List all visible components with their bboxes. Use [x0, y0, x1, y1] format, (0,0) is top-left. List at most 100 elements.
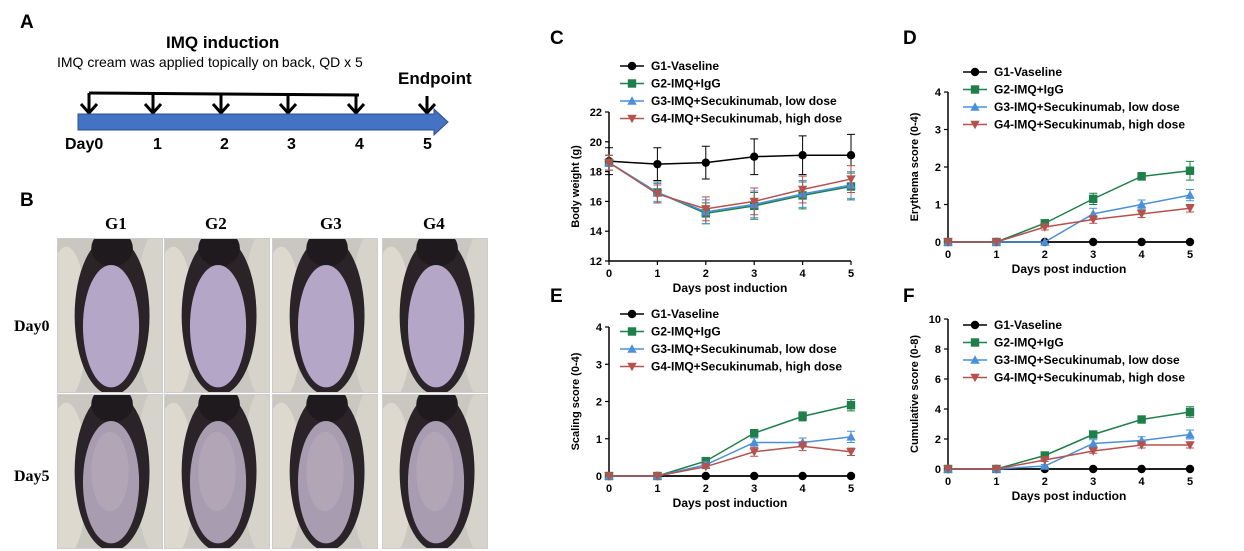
timeline-title: IMQ induction: [166, 33, 280, 52]
legend-label: G2-IMQ+IgG: [651, 325, 721, 339]
legend-item: G3-IMQ+Secukinumab, low dose: [963, 100, 1180, 114]
y-tick-label: 3: [935, 125, 941, 137]
legend-item: G3-IMQ+Secukinumab, low dose: [620, 94, 837, 108]
data-point: [1089, 464, 1098, 474]
timeline-day-4: 4: [355, 136, 364, 153]
y-tick-label: 8: [935, 344, 941, 356]
dosing-arrows: [79, 93, 437, 116]
data-point: [798, 151, 807, 160]
legend-item: G2-IMQ+IgG: [620, 325, 721, 339]
data-point: [1185, 166, 1195, 175]
legend-marker: [970, 85, 980, 94]
data-point: [991, 465, 1002, 474]
x-tick-label: 3: [1090, 476, 1096, 488]
chart-f-axes: [947, 319, 1190, 470]
group-label-g4: G4: [423, 214, 445, 233]
row-label-day5: Day5: [14, 468, 50, 485]
chart-e: 0 1 2 3 4 0 1 2 3 4 5 Days post induction Scaling sc…: [570, 307, 856, 510]
legend-label: G4-IMQ+Secukinumab, high dose: [994, 118, 1185, 132]
x-tick-label: 0: [606, 483, 612, 495]
legend-marker: [970, 373, 980, 383]
legend-marker: [970, 338, 980, 347]
endpoint-label: Endpoint: [398, 69, 472, 88]
legend-label: G3-IMQ+Secukinumab, low dose: [994, 100, 1180, 114]
y-tick-label: 20: [590, 137, 602, 149]
series-4: [604, 441, 856, 481]
data-point: [652, 472, 663, 481]
data-point: [943, 238, 953, 247]
timeline-day-3: 3: [287, 136, 296, 153]
data-point: [797, 185, 808, 195]
legend-marker: [970, 320, 980, 330]
legend-label: G2-IMQ+IgG: [994, 83, 1064, 97]
x-tick-label: 5: [848, 268, 854, 280]
x-tick-label: 3: [751, 268, 757, 280]
series-line: [608, 154, 851, 165]
x-tick-label: 5: [1187, 476, 1193, 488]
timeline-day-5: 5: [423, 136, 432, 153]
data-point: [604, 472, 614, 481]
series-2: [604, 154, 856, 225]
panel-label-b: B: [20, 190, 34, 211]
legend-marker: [627, 61, 637, 71]
panel-label-a: A: [20, 12, 34, 33]
y-tick-label: 4: [935, 87, 942, 99]
mouse-photo-g2-day0: [164, 238, 270, 393]
series-3: [604, 430, 856, 480]
data-point: [1185, 429, 1195, 439]
x-tick-label: 1: [993, 476, 999, 488]
legend-label: G1-Vaseline: [651, 307, 719, 321]
x-tick-label: 3: [751, 483, 757, 495]
legend-item: G2-IMQ+IgG: [963, 83, 1064, 97]
y-tick-label: 18: [590, 167, 602, 179]
y-tick-label: 4: [935, 404, 942, 416]
x-tick-label: 1: [654, 483, 660, 495]
x-tick-label: 4: [1139, 249, 1146, 261]
legend-item: G1-Vaseline: [963, 318, 1062, 332]
x-tick-label: 2: [1042, 249, 1048, 261]
legend-label: G1-Vaseline: [994, 318, 1062, 332]
data-point: [701, 462, 711, 472]
data-point: [750, 428, 759, 438]
data-point: [1185, 204, 1195, 213]
x-tick-label: 1: [993, 249, 999, 261]
mouse-photo-g2-day5: [164, 394, 270, 549]
legend-label: G4-IMQ+Secukinumab, high dose: [651, 360, 842, 374]
data-point: [1137, 415, 1146, 424]
data-point: [701, 158, 710, 167]
legend-marker: [627, 327, 637, 336]
group-label-g1: G1: [105, 214, 127, 233]
data-point: [1040, 219, 1049, 228]
data-point: [846, 448, 856, 457]
y-tick-label: 1: [596, 434, 602, 446]
data-point: [846, 175, 856, 184]
data-point: [1136, 210, 1147, 219]
x-tick-label: 2: [703, 268, 709, 280]
legend-label: G1-Vaseline: [651, 59, 719, 73]
data-point: [1089, 430, 1098, 439]
y-tick-label: 4: [596, 322, 603, 334]
timeline-subtitle: IMQ cream was applied topically on back,…: [57, 54, 363, 70]
legend-marker: [970, 102, 980, 111]
legend-label: G2-IMQ+IgG: [994, 336, 1064, 350]
data-point: [846, 151, 856, 160]
x-axis-label: Days post induction: [673, 281, 788, 295]
row-label-day0: Day0: [14, 318, 50, 335]
x-tick-label: 2: [1042, 476, 1048, 488]
series-line: [948, 444, 1190, 470]
series-line: [608, 162, 852, 210]
legend-label: G3-IMQ+Secukinumab, low dose: [651, 94, 837, 108]
y-tick-label: 16: [590, 196, 602, 208]
data-point: [1040, 451, 1049, 460]
dosing-bracket: [88, 91, 360, 97]
data-point: [1040, 456, 1050, 465]
data-point: [1137, 237, 1146, 247]
y-tick-label: 0: [935, 237, 941, 249]
legend-label: G3-IMQ+Secukinumab, low dose: [994, 353, 1180, 367]
y-tick-label: 6: [935, 374, 941, 386]
timeline-day-2: 2: [220, 136, 229, 153]
series-line: [948, 207, 1191, 243]
series-4: [943, 204, 1195, 247]
